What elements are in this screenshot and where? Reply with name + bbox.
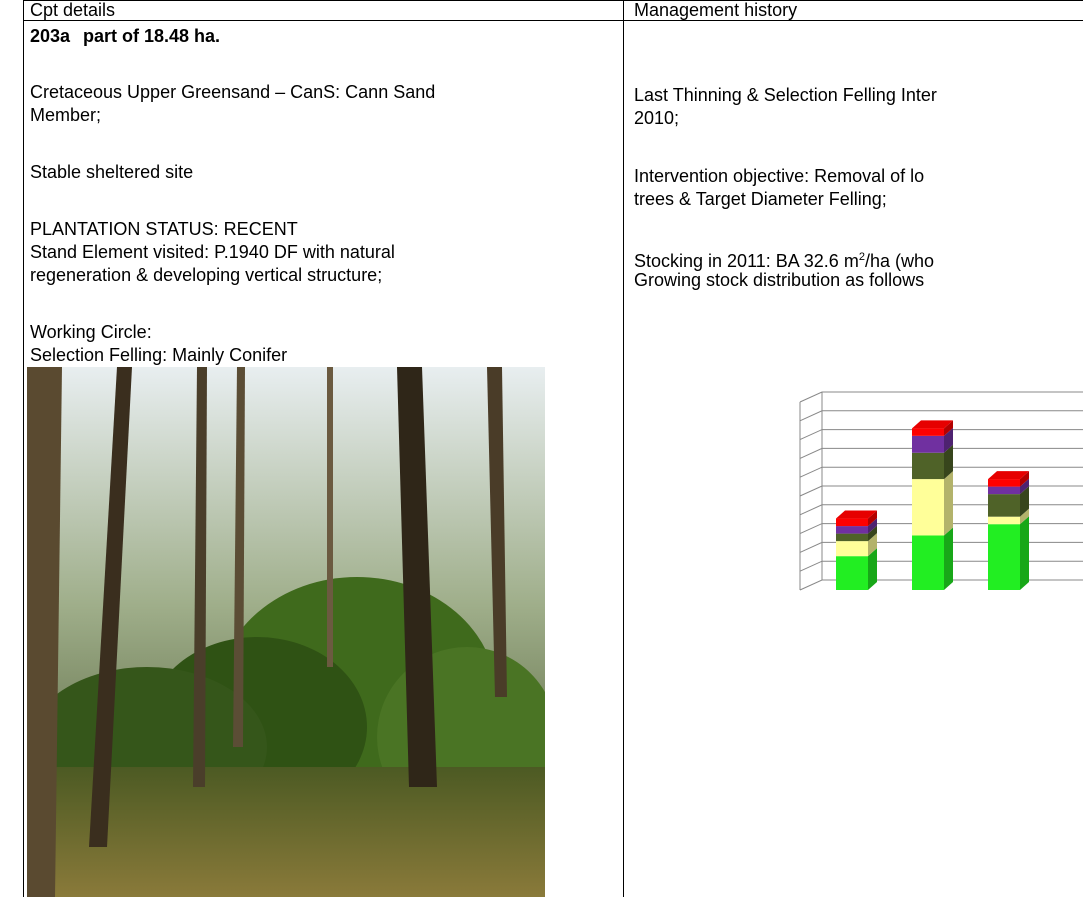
compartment-area: part of 18.48 ha. bbox=[83, 25, 220, 47]
text-line: Stand Element visited: P.1940 DF with na… bbox=[30, 241, 395, 263]
text: /ha (who bbox=[865, 251, 934, 271]
bar-segment bbox=[912, 453, 944, 479]
stacked-bar-chart bbox=[780, 390, 1083, 600]
bar-segment bbox=[836, 541, 868, 556]
bar-segment-side bbox=[944, 471, 953, 535]
bar-segment bbox=[988, 479, 1020, 487]
table-border bbox=[23, 20, 1083, 21]
grid-line bbox=[800, 411, 1083, 421]
text-line: Member; bbox=[30, 104, 101, 126]
bar-segment bbox=[912, 428, 944, 436]
bar-segment-side bbox=[1020, 516, 1029, 590]
bar-segment-side bbox=[944, 527, 953, 590]
text-line: Intervention objective: Removal of lo bbox=[634, 165, 924, 187]
bar-segment bbox=[912, 479, 944, 535]
table-border bbox=[623, 0, 624, 897]
bar-segment bbox=[836, 534, 868, 542]
text-line: Working Circle: bbox=[30, 321, 152, 343]
column-header: Management history bbox=[634, 0, 797, 21]
text-line: Selection Felling: Mainly Conifer bbox=[30, 344, 287, 366]
bar-segment bbox=[988, 494, 1020, 517]
forest-photo bbox=[27, 367, 545, 897]
text-line: Last Thinning & Selection Felling Inter bbox=[634, 84, 937, 106]
bar-segment bbox=[912, 535, 944, 590]
bar-segment bbox=[988, 524, 1020, 590]
text-line: 2010; bbox=[634, 107, 679, 129]
text-line: Cretaceous Upper Greensand – CanS: Cann … bbox=[30, 81, 435, 103]
bar-segment bbox=[912, 436, 944, 453]
text-line: Growing stock distribution as follows bbox=[634, 269, 924, 291]
bar-segment bbox=[836, 526, 868, 534]
text-line: Stable sheltered site bbox=[30, 161, 193, 183]
text-line: trees & Target Diameter Felling; bbox=[634, 188, 887, 210]
table-border bbox=[23, 0, 24, 897]
bar-segment bbox=[988, 487, 1020, 495]
bar-segment bbox=[836, 519, 868, 527]
text: Stocking in 2011: BA 32.6 m bbox=[634, 251, 859, 271]
bar-segment bbox=[988, 517, 1020, 525]
text-line: regeneration & developing vertical struc… bbox=[30, 264, 382, 286]
bar-segment bbox=[836, 556, 868, 590]
column-header: Cpt details bbox=[30, 0, 115, 21]
document-page: Cpt details Management history 203a part… bbox=[0, 0, 1083, 897]
text-line: PLANTATION STATUS: RECENT bbox=[30, 218, 298, 240]
compartment-id: 203a bbox=[30, 25, 70, 47]
grid-line bbox=[800, 392, 1083, 402]
table-border bbox=[23, 0, 1083, 1]
